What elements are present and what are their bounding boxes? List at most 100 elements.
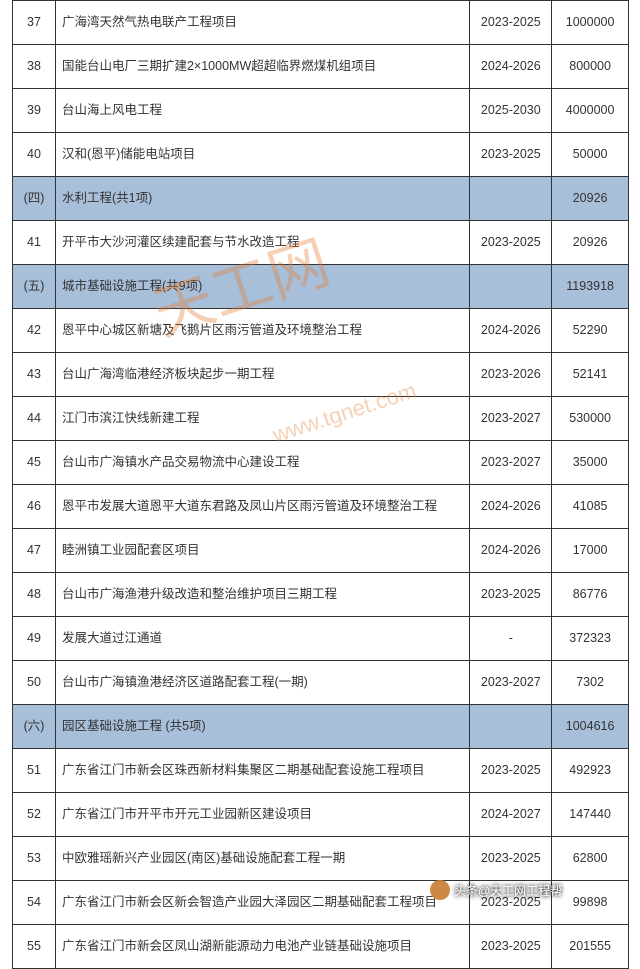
cell-value: 530000 — [552, 397, 629, 441]
cell-year: 2023-2027 — [470, 661, 552, 705]
cell-name: 台山市广海渔港升级改造和整治维护项目三期工程 — [55, 573, 469, 617]
table-row: 52广东省江门市开平市开元工业园新区建设项目2024-2027147440 — [13, 793, 629, 837]
cell-year: 2023-2025 — [470, 749, 552, 793]
table-row: 55广东省江门市新会区凤山湖新能源动力电池产业链基础设施项目2023-20252… — [13, 925, 629, 969]
cell-num: 37 — [13, 1, 56, 45]
cell-year: 2023-2025 — [470, 837, 552, 881]
cell-num: 42 — [13, 309, 56, 353]
cell-year: 2024-2026 — [470, 529, 552, 573]
cell-value: 147440 — [552, 793, 629, 837]
cell-num: (四) — [13, 177, 56, 221]
cell-num: 39 — [13, 89, 56, 133]
cell-num: 48 — [13, 573, 56, 617]
cell-year: 2023-2025 — [470, 1, 552, 45]
cell-year — [470, 265, 552, 309]
cell-name: 开平市大沙河灌区续建配套与节水改造工程 — [55, 221, 469, 265]
cell-year: 2023-2025 — [470, 221, 552, 265]
cell-num: 47 — [13, 529, 56, 573]
cell-value: 52141 — [552, 353, 629, 397]
cell-year: 2024-2026 — [470, 485, 552, 529]
table-row: 45台山市广海镇水产品交易物流中心建设工程2023-202735000 — [13, 441, 629, 485]
cell-value: 41085 — [552, 485, 629, 529]
cell-name: 城市基础设施工程(共9项) — [55, 265, 469, 309]
cell-value: 17000 — [552, 529, 629, 573]
table-row: 48台山市广海渔港升级改造和整治维护项目三期工程2023-202586776 — [13, 573, 629, 617]
cell-num: 54 — [13, 881, 56, 925]
cell-value: 20926 — [552, 221, 629, 265]
table-row: 51广东省江门市新会区珠西新材料集聚区二期基础配套设施工程项目2023-2025… — [13, 749, 629, 793]
cell-name: 恩平中心城区新塘及飞鹅片区雨污管道及环境整治工程 — [55, 309, 469, 353]
cell-year: 2023-2027 — [470, 397, 552, 441]
table-row: 43台山广海湾临港经济板块起步一期工程2023-202652141 — [13, 353, 629, 397]
table-row: 46恩平市发展大道恩平大道东君路及凤山片区雨污管道及环境整治工程2024-202… — [13, 485, 629, 529]
cell-year — [470, 177, 552, 221]
cell-value: 1004616 — [552, 705, 629, 749]
cell-name: 汉和(恩平)储能电站项目 — [55, 133, 469, 177]
cell-name: 园区基础设施工程 (共5项) — [55, 705, 469, 749]
cell-num: 43 — [13, 353, 56, 397]
cell-num: 46 — [13, 485, 56, 529]
cell-value: 492923 — [552, 749, 629, 793]
cell-num: 51 — [13, 749, 56, 793]
footer-credit-text: 头条@天工网工程帮 — [454, 882, 562, 899]
cell-value: 86776 — [552, 573, 629, 617]
cell-name: 广海湾天然气热电联产工程项目 — [55, 1, 469, 45]
cell-value: 4000000 — [552, 89, 629, 133]
table-row: 44江门市滨江快线新建工程2023-2027530000 — [13, 397, 629, 441]
section-row: (五)城市基础设施工程(共9项) 1193918 — [13, 265, 629, 309]
cell-name: 广东省江门市开平市开元工业园新区建设项目 — [55, 793, 469, 837]
cell-name: 中欧雅瑶新兴产业园区(南区)基础设施配套工程一期 — [55, 837, 469, 881]
cell-value: 7302 — [552, 661, 629, 705]
table-row: 40汉和(恩平)储能电站项目2023-202550000 — [13, 133, 629, 177]
cell-value: 201555 — [552, 925, 629, 969]
footer-credit: 头条@天工网工程帮 — [430, 880, 562, 900]
cell-num: 52 — [13, 793, 56, 837]
projects-table: 37广海湾天然气热电联产工程项目2023-2025100000038国能台山电厂… — [12, 0, 629, 969]
cell-year: 2025-2030 — [470, 89, 552, 133]
cell-year: 2023-2025 — [470, 925, 552, 969]
cell-year: - — [470, 617, 552, 661]
section-row: (六)园区基础设施工程 (共5项)1004616 — [13, 705, 629, 749]
cell-num: 41 — [13, 221, 56, 265]
table-row: 39台山海上风电工程2025-20304000000 — [13, 89, 629, 133]
cell-value: 372323 — [552, 617, 629, 661]
avatar-icon — [430, 880, 450, 900]
cell-name: 国能台山电厂三期扩建2×1000MW超超临界燃煤机组项目 — [55, 45, 469, 89]
table-row: 50台山市广海镇渔港经济区道路配套工程(一期)2023-20277302 — [13, 661, 629, 705]
cell-name: 广东省江门市新会区珠西新材料集聚区二期基础配套设施工程项目 — [55, 749, 469, 793]
cell-num: 55 — [13, 925, 56, 969]
cell-name: 广东省江门市新会区凤山湖新能源动力电池产业链基础设施项目 — [55, 925, 469, 969]
cell-num: 38 — [13, 45, 56, 89]
cell-year: 2024-2027 — [470, 793, 552, 837]
cell-name: 睦洲镇工业园配套区项目 — [55, 529, 469, 573]
cell-value: 62800 — [552, 837, 629, 881]
cell-value: 99898 — [552, 881, 629, 925]
cell-name: 恩平市发展大道恩平大道东君路及凤山片区雨污管道及环境整治工程 — [55, 485, 469, 529]
cell-num: (五) — [13, 265, 56, 309]
cell-year: 2023-2025 — [470, 573, 552, 617]
cell-year: 2024-2026 — [470, 309, 552, 353]
cell-value: 35000 — [552, 441, 629, 485]
cell-name: 广东省江门市新会区新会智造产业园大泽园区二期基础配套工程项目 — [55, 881, 469, 925]
cell-year — [470, 705, 552, 749]
cell-name: 台山广海湾临港经济板块起步一期工程 — [55, 353, 469, 397]
cell-year: 2023-2025 — [470, 133, 552, 177]
cell-num: 53 — [13, 837, 56, 881]
cell-num: 50 — [13, 661, 56, 705]
cell-name: 台山海上风电工程 — [55, 89, 469, 133]
cell-value: 1193918 — [552, 265, 629, 309]
table-row: 47睦洲镇工业园配套区项目2024-202617000 — [13, 529, 629, 573]
cell-num: 40 — [13, 133, 56, 177]
cell-num: 45 — [13, 441, 56, 485]
cell-year: 2023-2027 — [470, 441, 552, 485]
cell-value: 1000000 — [552, 1, 629, 45]
cell-name: 台山市广海镇渔港经济区道路配套工程(一期) — [55, 661, 469, 705]
cell-year: 2024-2026 — [470, 45, 552, 89]
table-row: 42恩平中心城区新塘及飞鹅片区雨污管道及环境整治工程2024-202652290 — [13, 309, 629, 353]
cell-name: 台山市广海镇水产品交易物流中心建设工程 — [55, 441, 469, 485]
table-row: 49发展大道过江通道-372323 — [13, 617, 629, 661]
table-row: 41开平市大沙河灌区续建配套与节水改造工程2023-202520926 — [13, 221, 629, 265]
cell-num: 44 — [13, 397, 56, 441]
cell-value: 50000 — [552, 133, 629, 177]
cell-value: 20926 — [552, 177, 629, 221]
